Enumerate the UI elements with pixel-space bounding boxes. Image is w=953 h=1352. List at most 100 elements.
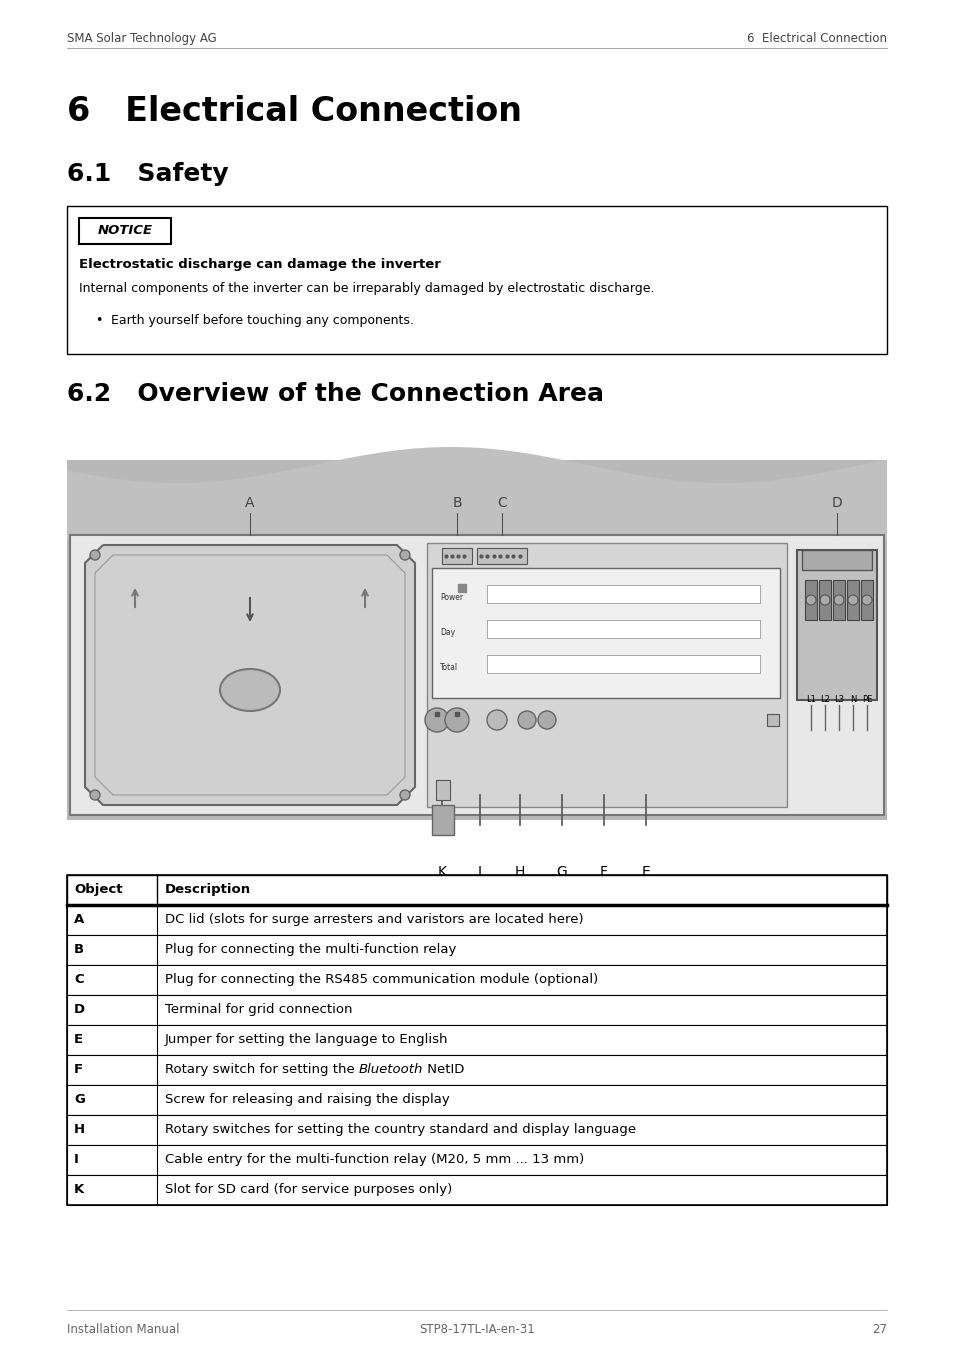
Bar — [67, 875, 886, 904]
Text: SMA Solar Technology AG: SMA Solar Technology AG — [67, 32, 216, 45]
Text: A: A — [245, 496, 254, 510]
Bar — [67, 1025, 886, 1055]
Circle shape — [399, 550, 410, 560]
Bar — [486, 654, 760, 673]
Text: L2: L2 — [820, 695, 829, 704]
Bar — [441, 548, 472, 564]
Text: PE: PE — [861, 695, 871, 704]
Text: K: K — [437, 865, 446, 879]
Text: Electrostatic discharge can damage the inverter: Electrostatic discharge can damage the i… — [79, 258, 440, 270]
Circle shape — [862, 595, 871, 604]
Text: L3: L3 — [833, 695, 843, 704]
Bar — [67, 1175, 886, 1205]
Circle shape — [424, 708, 449, 731]
Bar — [796, 550, 876, 700]
Text: B: B — [74, 942, 84, 956]
Circle shape — [90, 790, 100, 800]
Bar — [832, 580, 844, 621]
Bar — [67, 1145, 886, 1175]
Text: Slot for SD card (for service purposes only): Slot for SD card (for service purposes o… — [165, 1183, 452, 1197]
Text: A: A — [74, 913, 84, 926]
Text: G: G — [74, 1092, 85, 1106]
Circle shape — [847, 595, 857, 604]
Text: F: F — [599, 865, 607, 879]
Bar — [67, 1055, 886, 1086]
Text: Screw for releasing and raising the display: Screw for releasing and raising the disp… — [165, 1092, 449, 1106]
Text: I: I — [477, 865, 481, 879]
Bar — [67, 206, 886, 354]
Text: Power: Power — [439, 594, 462, 602]
Bar — [801, 550, 871, 571]
Text: G: G — [556, 865, 567, 879]
Text: Cable entry for the multi-function relay (M20, 5 mm ... 13 mm): Cable entry for the multi-function relay… — [165, 1153, 583, 1165]
Text: 6  Electrical Connection: 6 Electrical Connection — [746, 32, 886, 45]
Text: Day: Day — [439, 627, 455, 637]
Text: H: H — [515, 865, 525, 879]
Bar — [846, 580, 858, 621]
Circle shape — [517, 711, 536, 729]
Text: 6.2   Overview of the Connection Area: 6.2 Overview of the Connection Area — [67, 383, 603, 406]
Bar — [436, 780, 450, 800]
Bar — [486, 621, 760, 638]
Bar — [67, 460, 886, 821]
Bar — [67, 965, 886, 995]
Text: N: N — [849, 695, 855, 704]
Text: Object: Object — [74, 883, 122, 896]
Bar — [804, 580, 816, 621]
Bar — [67, 995, 886, 1025]
Text: D: D — [831, 496, 841, 510]
Bar — [861, 580, 872, 621]
Bar — [818, 580, 830, 621]
Text: D: D — [74, 1003, 85, 1015]
Text: •: • — [95, 314, 102, 327]
Bar — [427, 544, 786, 807]
Text: L1: L1 — [805, 695, 815, 704]
Text: DC lid (slots for surge arresters and varistors are located here): DC lid (slots for surge arresters and va… — [165, 913, 583, 926]
Text: H: H — [74, 1124, 85, 1136]
Text: Rotary switch for setting the: Rotary switch for setting the — [165, 1063, 358, 1076]
Text: B: B — [452, 496, 461, 510]
Circle shape — [820, 595, 829, 604]
Bar — [70, 535, 883, 815]
Bar — [67, 936, 886, 965]
Bar — [766, 714, 779, 726]
Text: Rotary switches for setting the country standard and display language: Rotary switches for setting the country … — [165, 1124, 636, 1136]
Text: NOTICE: NOTICE — [97, 224, 152, 238]
Bar — [486, 585, 760, 603]
Bar — [67, 1115, 886, 1145]
Bar — [432, 568, 780, 698]
Polygon shape — [67, 448, 886, 539]
Circle shape — [399, 790, 410, 800]
Text: STP8-17TL-IA-en-31: STP8-17TL-IA-en-31 — [418, 1324, 535, 1336]
Ellipse shape — [220, 669, 280, 711]
Circle shape — [486, 710, 506, 730]
Bar — [67, 875, 886, 1205]
Circle shape — [537, 711, 556, 729]
Bar — [79, 218, 171, 243]
Text: Terminal for grid connection: Terminal for grid connection — [165, 1003, 352, 1015]
Text: K: K — [74, 1183, 84, 1197]
Text: Description: Description — [165, 883, 251, 896]
Text: Bluetooth: Bluetooth — [358, 1063, 423, 1076]
Circle shape — [90, 550, 100, 560]
Text: 6.1   Safety: 6.1 Safety — [67, 162, 229, 187]
Text: Plug for connecting the RS485 communication module (optional): Plug for connecting the RS485 communicat… — [165, 973, 598, 986]
Text: I: I — [74, 1153, 79, 1165]
Text: C: C — [497, 496, 506, 510]
PathPatch shape — [85, 545, 415, 804]
Text: Jumper for setting the language to English: Jumper for setting the language to Engli… — [165, 1033, 448, 1046]
Bar — [67, 1086, 886, 1115]
Circle shape — [444, 708, 469, 731]
Text: Internal components of the inverter can be irreparably damaged by electrostatic : Internal components of the inverter can … — [79, 283, 654, 295]
Text: Earth yourself before touching any components.: Earth yourself before touching any compo… — [111, 314, 414, 327]
Text: E: E — [74, 1033, 83, 1046]
Text: Installation Manual: Installation Manual — [67, 1324, 179, 1336]
Circle shape — [833, 595, 843, 604]
Text: Plug for connecting the multi-function relay: Plug for connecting the multi-function r… — [165, 942, 456, 956]
Text: F: F — [74, 1063, 83, 1076]
Circle shape — [805, 595, 815, 604]
Text: 6   Electrical Connection: 6 Electrical Connection — [67, 95, 521, 128]
Text: E: E — [641, 865, 650, 879]
Bar — [476, 548, 526, 564]
Text: C: C — [74, 973, 84, 986]
